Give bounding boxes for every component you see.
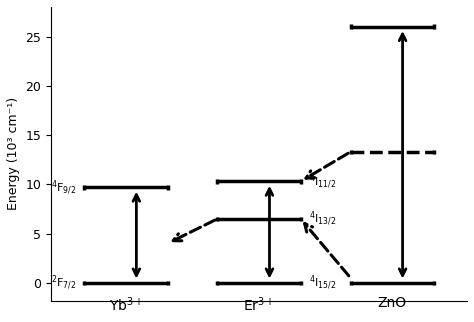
Text: $^4$I$_{15/2}$: $^4$I$_{15/2}$ bbox=[309, 273, 336, 292]
Text: Er$^{3+}$: Er$^{3+}$ bbox=[243, 296, 275, 314]
Text: $^4$I$_{11/2}$: $^4$I$_{11/2}$ bbox=[309, 172, 336, 191]
Text: $^4$I$_{13/2}$: $^4$I$_{13/2}$ bbox=[309, 210, 336, 228]
Text: Yb$^{3+}$: Yb$^{3+}$ bbox=[109, 296, 143, 314]
Text: $^4$F$_{9/2}$: $^4$F$_{9/2}$ bbox=[51, 178, 76, 197]
Text: $^2$F$_{7/2}$: $^2$F$_{7/2}$ bbox=[51, 273, 76, 292]
Y-axis label: Energy (10³ cm⁻¹): Energy (10³ cm⁻¹) bbox=[7, 97, 20, 210]
Text: ZnO: ZnO bbox=[378, 296, 407, 310]
